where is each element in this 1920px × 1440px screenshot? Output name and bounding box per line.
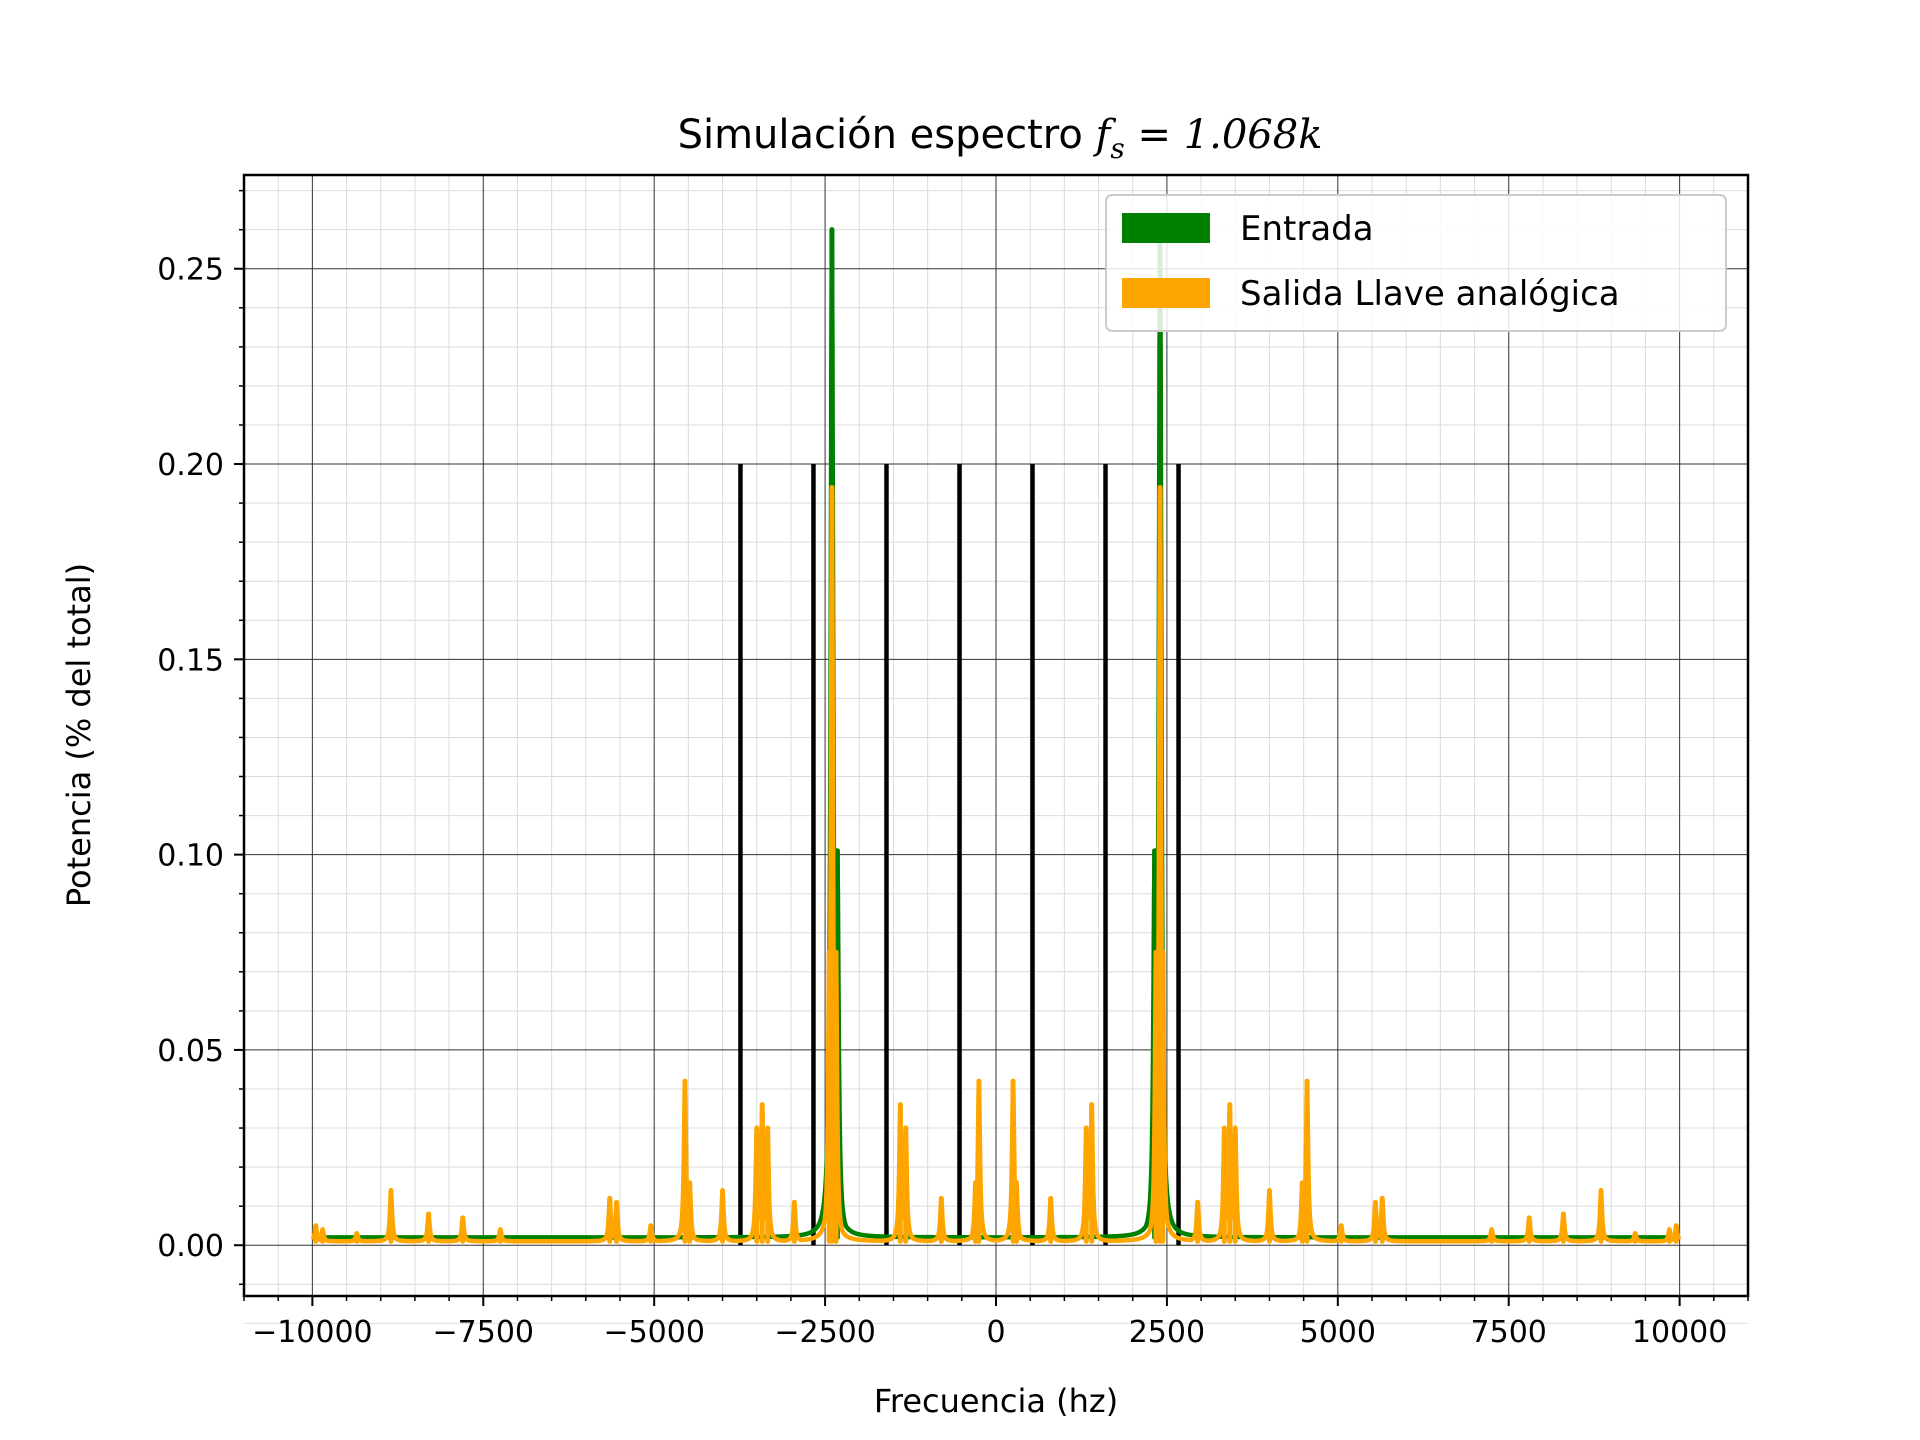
legend-label-salida: Salida Llave analógica: [1240, 274, 1620, 314]
y-tick-label: 0.05: [157, 1034, 224, 1069]
x-tick-label: 5000: [1300, 1315, 1376, 1350]
x-tick-label: −5000: [603, 1315, 704, 1350]
x-tick-label: 10000: [1632, 1315, 1727, 1350]
series-line-salida: [310, 485, 1682, 1244]
chart-title: Simulación espectro fs = 1.068k: [678, 112, 1323, 165]
y-tick-label: 0.25: [157, 253, 224, 288]
x-tick-label: 2500: [1129, 1315, 1205, 1350]
y-tick-labels: 0.00 0.05 0.10 0.15 0.20 0.25: [157, 253, 224, 1264]
axis-ticks: [234, 189, 1749, 1306]
series-layer: [310, 227, 1682, 1244]
legend-swatch-entrada: [1122, 213, 1210, 243]
legend-box: [1105, 194, 1727, 332]
major-grid: [244, 175, 1748, 1296]
y-axis-label: Potencia (% del total): [60, 563, 98, 907]
y-tick-label: 0.10: [157, 839, 224, 874]
x-axis-label: Frecuencia (hz): [874, 1382, 1118, 1420]
y-tick-label: 0.00: [157, 1229, 224, 1264]
x-tick-label: 7500: [1471, 1315, 1547, 1350]
x-tick-label: 0: [986, 1315, 1005, 1350]
y-tick-label: 0.20: [157, 448, 224, 483]
sampling-markers: [738, 464, 1181, 1246]
legend: Entrada Salida Llave analógica: [1105, 194, 1727, 332]
x-tick-label: −7500: [433, 1315, 534, 1350]
y-tick-label: 0.15: [157, 643, 224, 678]
legend-swatch-salida: [1122, 278, 1210, 308]
x-tick-labels: −10000 −7500 −5000 −2500 0 2500 5000 7500 10000: [252, 1315, 1727, 1350]
x-tick-label: −2500: [774, 1315, 875, 1350]
legend-label-entrada: Entrada: [1240, 209, 1374, 249]
x-tick-label: −10000: [252, 1315, 373, 1350]
plot-area: [234, 173, 1750, 1324]
series-line-entrada: [310, 227, 1682, 1240]
